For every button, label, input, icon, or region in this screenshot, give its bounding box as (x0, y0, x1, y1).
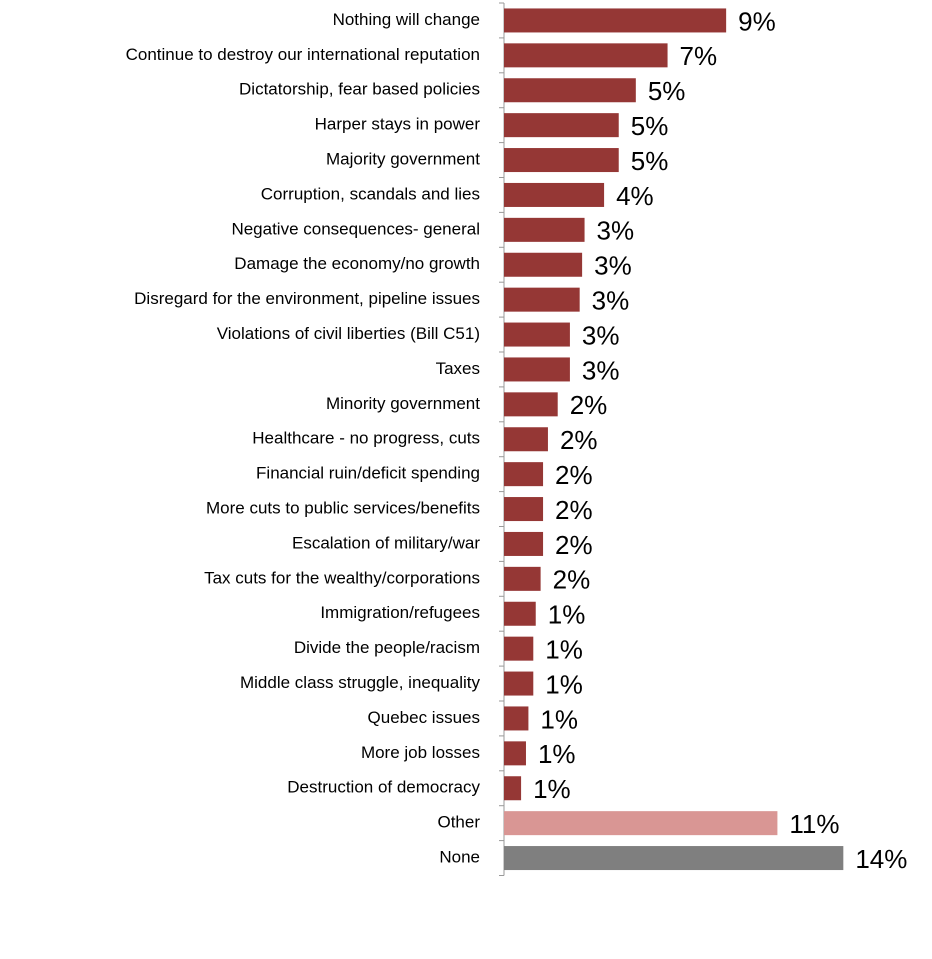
value-label: 1% (538, 739, 576, 769)
bar (504, 357, 570, 382)
bar (504, 776, 522, 801)
category-label: Harper stays in power (315, 115, 481, 134)
category-label: Quebec issues (368, 708, 480, 727)
bar (504, 427, 548, 452)
category-label: Healthcare - no progress, cuts (252, 429, 480, 448)
bar (504, 252, 583, 277)
value-label: 2% (555, 530, 593, 560)
bar (504, 636, 534, 661)
bar (504, 78, 636, 103)
bar (504, 462, 544, 487)
category-label: Destruction of democracy (287, 778, 480, 797)
category-label: Other (437, 813, 480, 832)
value-label: 2% (555, 460, 593, 490)
value-label: 2% (560, 425, 598, 455)
value-label: 1% (545, 669, 583, 699)
category-label: Immigration/refugees (320, 603, 480, 622)
value-label: 2% (553, 565, 591, 595)
category-label: Negative consequences- general (231, 219, 480, 238)
value-label: 1% (540, 704, 578, 734)
bar (504, 706, 529, 731)
category-label: Corruption, scandals and lies (261, 184, 480, 203)
bar (504, 43, 668, 68)
bar (504, 182, 605, 207)
bar (504, 497, 544, 522)
category-label: Tax cuts for the wealthy/corporations (204, 568, 480, 587)
bar (504, 8, 727, 33)
bar (504, 322, 570, 347)
category-label: Financial ruin/deficit spending (256, 464, 480, 483)
category-label: More cuts to public services/benefits (206, 499, 480, 518)
value-label: 11% (789, 809, 839, 839)
bar (504, 113, 619, 138)
value-label: 3% (592, 286, 630, 316)
category-label: Disregard for the environment, pipeline … (134, 289, 480, 308)
value-label: 1% (548, 600, 586, 630)
value-label: 4% (616, 181, 654, 211)
bar (504, 671, 534, 696)
category-label: Majority government (326, 150, 480, 169)
value-label: 14% (855, 844, 907, 874)
bar (504, 392, 558, 417)
value-label: 5% (648, 76, 686, 106)
bar (504, 531, 544, 556)
category-label: Divide the people/racism (294, 638, 480, 657)
value-label: 2% (570, 390, 608, 420)
bar (504, 566, 541, 591)
bar (504, 217, 585, 242)
category-label: Violations of civil liberties (Bill C51) (217, 324, 480, 343)
category-label: Continue to destroy our international re… (126, 45, 480, 64)
bar (504, 601, 536, 626)
bar (504, 287, 580, 312)
category-label: Middle class struggle, inequality (240, 673, 481, 692)
bar (504, 148, 619, 173)
category-label: Taxes (436, 359, 480, 378)
category-label: Dictatorship, fear based policies (239, 80, 480, 99)
bar (504, 811, 778, 836)
category-label: Minority government (326, 394, 480, 413)
value-label: 5% (631, 111, 669, 141)
value-label: 3% (594, 251, 632, 281)
value-label: 3% (597, 216, 635, 246)
value-label: 5% (631, 146, 669, 176)
value-label: 7% (680, 41, 718, 71)
value-label: 3% (582, 355, 620, 385)
value-label: 1% (533, 774, 571, 804)
category-label: More job losses (361, 743, 480, 762)
bar (504, 846, 844, 871)
value-label: 1% (545, 635, 583, 665)
value-label: 3% (582, 320, 620, 350)
value-label: 2% (555, 495, 593, 525)
value-label: 9% (738, 6, 776, 36)
category-label: Damage the economy/no growth (234, 254, 480, 273)
bar (504, 741, 526, 766)
category-label: Escalation of military/war (292, 533, 480, 552)
category-label: None (439, 848, 480, 867)
category-label: Nothing will change (333, 10, 480, 29)
